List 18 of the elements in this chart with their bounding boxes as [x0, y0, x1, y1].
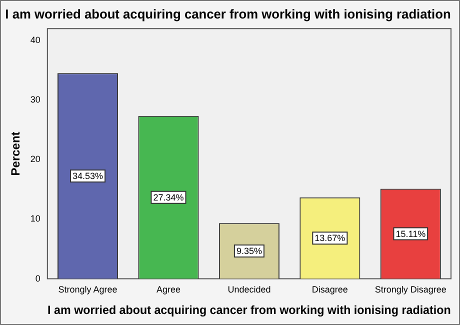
y-tick-label: 10: [30, 214, 40, 224]
x-tick-label: Undecided: [228, 284, 271, 295]
x-tick-label: Disagree: [312, 284, 348, 295]
y-tick-label: 0: [35, 273, 40, 284]
x-tick-label: Strongly Agree: [58, 284, 118, 295]
y-tick-label: 40: [30, 35, 40, 45]
data-label: 15.11%: [396, 228, 426, 239]
data-label: 34.53%: [72, 170, 104, 181]
x-axis-title: I am worried about acquiring cancer from working with ionising radiation: [48, 302, 451, 318]
data-label: 27.34%: [153, 192, 184, 202]
x-tick-label: Strongly Disagree: [374, 284, 446, 295]
data-label: 9.35%: [236, 246, 262, 256]
y-axis-title: Percent: [8, 132, 23, 176]
x-tick-label: Agree: [156, 284, 181, 295]
y-tick-label: 20: [30, 154, 40, 164]
chart-title: I am worried about acquiring cancer from working with ionising radiation: [5, 6, 451, 22]
data-label: 13.67%: [314, 233, 346, 244]
y-tick-label: 30: [30, 94, 40, 105]
